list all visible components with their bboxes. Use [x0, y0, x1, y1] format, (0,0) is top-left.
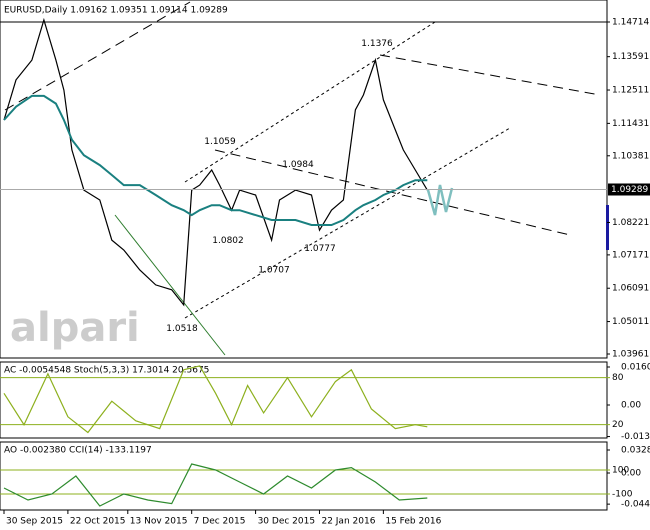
chart-title: EURUSD,Daily 1.09162 1.09351 1.09114 1.0… [4, 6, 228, 16]
y-tick-label: 1.12511 [612, 86, 649, 96]
y2-tick-label: 0.016058 [621, 362, 650, 372]
series-line [3, 17, 428, 307]
y-tick-label: 1.07171 [612, 250, 649, 260]
stoch-panel [0, 361, 608, 439]
y-tick-label: 1.14714 [612, 18, 649, 28]
trend-lines [4, 1, 601, 236]
y-tick-label: 1.03961 [612, 349, 649, 359]
series-line [3, 365, 428, 434]
trend-line [214, 149, 571, 236]
x-tick-label: 7 Dec 2015 [194, 517, 246, 527]
price-annotation: 1.0518 [166, 324, 198, 334]
channel-line [184, 21, 436, 183]
y-tick-label: 1.13591 [612, 52, 649, 62]
channel-lines [184, 21, 511, 319]
channel-line [114, 214, 226, 356]
x-tick-label: 22 Jan 2016 [321, 517, 375, 527]
cci-panel [0, 441, 608, 511]
x-tick-label: 30 Sep 2015 [6, 517, 63, 527]
y2-tick-label: 0.00 [621, 468, 641, 478]
y2-tick-label: 0.032878 [621, 445, 650, 455]
y-tick-label: 1.06091 [612, 284, 649, 294]
x-tick-label: 15 Feb 2016 [385, 517, 441, 527]
y2-tick-label: 0.00 [621, 400, 641, 410]
y-tick-label: 1.10381 [612, 151, 649, 161]
price-annotation: 1.0802 [212, 236, 244, 246]
y2-tick-label: -0.013342 [621, 432, 650, 442]
last-price-label: 1.09289 [611, 185, 648, 195]
y-tick-label: 20 [612, 420, 624, 430]
panel-title: AC -0.0054548 Stoch(5,3,3) 17.3014 20.56… [4, 366, 209, 376]
y-tick-label: 100 [612, 465, 629, 475]
y-tick-label: 1.08221 [612, 218, 649, 228]
trend-line [4, 1, 191, 111]
y-tick-label: -100 [612, 490, 633, 500]
last-price-box [608, 183, 650, 196]
channel-line [184, 127, 511, 319]
series-line [3, 463, 428, 507]
x-tick-label: 22 Oct 2015 [70, 517, 126, 527]
price-annotation: 1.0707 [258, 266, 290, 276]
y-tick-label: 1.05011 [612, 317, 649, 327]
forecast [426, 184, 454, 216]
trend-line [379, 54, 601, 96]
y-tick-label: 80 [612, 373, 624, 383]
price-annotation: 1.1376 [361, 39, 393, 49]
x-tick-label: 30 Dec 2015 [258, 517, 316, 527]
series-line [3, 94, 428, 226]
panel-title: AO -0.002380 CCI(14) -133.1197 [4, 446, 152, 456]
main-panel [0, 0, 608, 359]
price-annotation: 1.0984 [282, 160, 314, 170]
scroll-marker [606, 205, 609, 250]
price-annotation: 1.1059 [204, 137, 236, 147]
y-tick-label: 1.11431 [612, 119, 649, 129]
y2-tick-label: -0.044513 [621, 500, 650, 510]
x-tick-label: 13 Nov 2015 [130, 517, 188, 527]
price-annotation: 1.0777 [304, 244, 336, 254]
watermark: alpari [10, 305, 140, 351]
